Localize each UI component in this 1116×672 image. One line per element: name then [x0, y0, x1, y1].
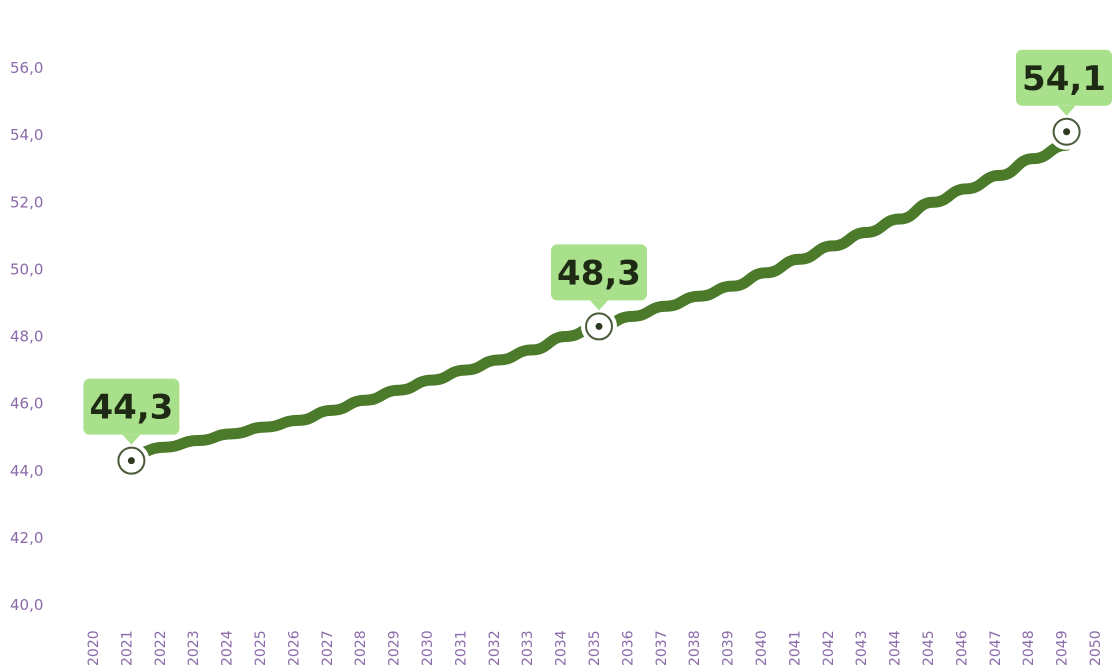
x-tick-label: 2032 — [487, 630, 503, 666]
x-tick-label: 2042 — [821, 630, 837, 666]
x-tick-label: 2037 — [654, 630, 670, 666]
x-tick-label: 2040 — [754, 630, 770, 666]
y-tick-label: 54,0 — [10, 126, 43, 144]
x-tick-label: 2035 — [587, 630, 603, 666]
data-label: 44,3 — [89, 388, 173, 428]
data-callout: 44,3 — [83, 378, 180, 479]
x-tick-label: 2031 — [453, 630, 469, 666]
x-tick-label: 2045 — [921, 630, 937, 666]
x-tick-label: 2030 — [420, 630, 436, 666]
x-axis: 2020 2021 2022 2023 2024 2025 2026 2027 2028 2029… — [86, 630, 1104, 666]
callout-box — [1016, 49, 1112, 106]
y-tick-label: 42,0 — [10, 529, 43, 547]
data-callout: 54,1 — [1016, 49, 1112, 150]
marker-dot — [1063, 128, 1071, 136]
x-tick-label: 2029 — [387, 630, 403, 666]
callout-pointer — [590, 300, 608, 311]
x-tick-label: 2046 — [954, 630, 970, 666]
y-tick-label: 46,0 — [10, 395, 43, 413]
x-tick-label: 2028 — [353, 630, 369, 666]
x-tick-label: 2027 — [320, 630, 336, 666]
data-label: 54,1 — [1022, 59, 1106, 99]
x-tick-label: 2039 — [721, 630, 737, 666]
data-callout: 48,3 — [551, 244, 647, 345]
y-tick-label: 44,0 — [10, 462, 43, 480]
x-tick-label: 2025 — [253, 630, 269, 666]
x-tick-label: 2043 — [854, 630, 870, 666]
x-tick-label: 2021 — [119, 630, 135, 666]
x-tick-label: 2047 — [988, 630, 1004, 666]
x-tick-label: 2024 — [220, 630, 236, 666]
marker-dot — [127, 457, 135, 465]
callouts-group: 44,3 48,3 54,1 — [83, 49, 1112, 479]
x-tick-label: 2041 — [787, 630, 803, 666]
x-tick-label: 2033 — [520, 630, 536, 666]
callout-pointer — [1057, 105, 1076, 116]
x-tick-label: 2036 — [620, 630, 636, 666]
marker-dot — [595, 322, 603, 330]
x-tick-label: 2050 — [1088, 630, 1104, 666]
x-tick-label: 2038 — [687, 630, 703, 666]
data-label: 48,3 — [557, 253, 641, 293]
x-tick-label: 2023 — [186, 630, 202, 666]
y-tick-label: 40,0 — [10, 596, 43, 614]
callout-box — [83, 378, 180, 435]
y-axis: 40,0 42,0 44,0 46,0 48,0 50,0 52,0 54,0 56,0 — [10, 59, 43, 614]
x-tick-label: 2044 — [888, 630, 904, 666]
y-tick-label: 50,0 — [10, 260, 43, 278]
x-tick-label: 2026 — [286, 630, 302, 666]
y-tick-label: 56,0 — [10, 59, 43, 77]
x-tick-label: 2022 — [153, 630, 169, 666]
x-tick-label: 2048 — [1021, 630, 1037, 666]
callout-pointer — [122, 434, 141, 445]
y-tick-label: 52,0 — [10, 193, 43, 211]
y-tick-label: 48,0 — [10, 328, 43, 346]
x-tick-label: 2034 — [554, 630, 570, 666]
callout-box — [551, 244, 647, 301]
x-tick-label: 2049 — [1055, 630, 1071, 666]
x-tick-label: 2020 — [86, 630, 102, 666]
